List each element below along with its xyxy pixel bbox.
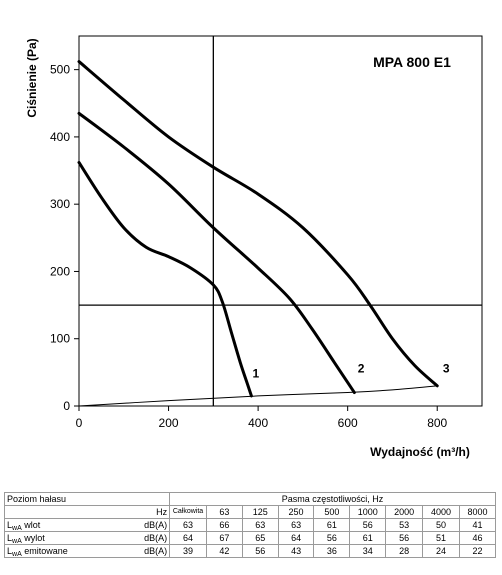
curve-label-3: 3 — [443, 361, 450, 375]
x-axis-ticks: 0 200 400 600 800 — [76, 406, 448, 430]
curve-labels: 1 2 3 — [253, 361, 450, 380]
row-value: 63 — [241, 518, 279, 532]
curve-label-1: 1 — [253, 367, 260, 381]
table-row: LwA wlot dB(A) 63 66 63 63 61 56 53 50 4… — [4, 518, 497, 532]
unit-hz: Hz — [115, 505, 171, 519]
row-value: 24 — [422, 544, 460, 558]
y-tick-label: 500 — [50, 63, 70, 77]
row-value: 34 — [349, 544, 387, 558]
row-value: 36 — [313, 544, 351, 558]
noise-level-table: Poziom hałasu Pasma częstotliwości, Hz H… — [3, 492, 497, 558]
x-tick-label: 200 — [159, 416, 179, 430]
row-value: 43 — [277, 544, 315, 558]
freq-header: 4000 — [422, 505, 460, 519]
freq-header: 125 — [241, 505, 279, 519]
row-value: 53 — [385, 518, 424, 532]
row-value: 56 — [349, 518, 387, 532]
empty-cell — [4, 505, 116, 519]
row-unit: dB(A) — [115, 531, 171, 545]
curves — [77, 60, 439, 407]
row-value: 64 — [277, 531, 315, 545]
row-unit: dB(A) — [115, 518, 171, 532]
row-label: LwA wylot — [4, 531, 116, 545]
y-tick-label: 0 — [63, 399, 70, 413]
fan-performance-chart: 0 200 400 600 800 0 100 200 300 400 500 1 2 3 MPA 8… — [25, 35, 483, 459]
x-axis-title: Wydajność (m³/h) — [370, 445, 470, 459]
freq-header: 250 — [277, 505, 315, 519]
row-value: 41 — [458, 518, 497, 532]
freq-header: 2000 — [385, 505, 424, 519]
table-freq-row: Hz Całkowita 63 125 250 500 1000 2000 40… — [4, 505, 497, 519]
curve-label-2: 2 — [358, 361, 365, 375]
row-value: 50 — [422, 518, 460, 532]
x-tick-label: 400 — [248, 416, 268, 430]
row-value: 66 — [206, 518, 243, 532]
row-value: 56 — [385, 531, 424, 545]
freq-header: 8000 — [458, 505, 497, 519]
row-value: 46 — [458, 531, 497, 545]
total-header: Całkowita — [169, 505, 207, 519]
row-value: 65 — [241, 531, 279, 545]
table-row: LwA wylot dB(A) 64 67 65 64 56 61 56 51 … — [4, 531, 497, 545]
grid-lines — [79, 36, 482, 406]
y-tick-label: 400 — [50, 130, 70, 144]
freq-header: 1000 — [349, 505, 387, 519]
fan-curve-2 — [77, 111, 356, 395]
row-value: 61 — [313, 518, 351, 532]
fan-curve-1 — [77, 160, 253, 398]
row-label: LwA emitowane — [4, 544, 116, 558]
system-curve-line — [78, 385, 438, 407]
x-tick-label: 600 — [338, 416, 358, 430]
fan-curve-3 — [77, 60, 439, 388]
row-total: 64 — [169, 531, 207, 545]
y-axis-title: Ciśnienie (Pa) — [25, 38, 39, 117]
row-total: 39 — [169, 544, 207, 558]
y-axis-ticks: 0 100 200 300 400 500 — [50, 63, 79, 413]
row-value: 61 — [349, 531, 387, 545]
row-total: 63 — [169, 518, 207, 532]
x-tick-label: 800 — [427, 416, 447, 430]
row-value: 63 — [277, 518, 315, 532]
freq-header: 63 — [206, 505, 243, 519]
freq-header: 500 — [313, 505, 351, 519]
row-value: 42 — [206, 544, 243, 558]
y-tick-label: 100 — [50, 332, 70, 346]
table-row: LwA emitowane dB(A) 39 42 56 43 36 34 28… — [4, 544, 497, 558]
y-tick-label: 300 — [50, 197, 70, 211]
row-label: LwA wlot — [4, 518, 116, 532]
row-value: 56 — [313, 531, 351, 545]
row-value: 51 — [422, 531, 460, 545]
row-value: 56 — [241, 544, 279, 558]
model-label: MPA 800 E1 — [373, 54, 451, 70]
table-title: Poziom hałasu — [3, 492, 171, 506]
plot-area — [78, 35, 483, 407]
y-tick-label: 200 — [50, 264, 70, 278]
row-value: 22 — [458, 544, 497, 558]
row-unit: dB(A) — [115, 544, 171, 558]
model-label-box — [356, 50, 468, 72]
bands-title: Pasma częstotliwości, Hz — [169, 492, 496, 506]
row-value: 67 — [206, 531, 243, 545]
x-tick-label: 0 — [76, 416, 83, 430]
table-header-row: Poziom hałasu Pasma częstotliwości, Hz — [3, 492, 496, 506]
row-value: 28 — [385, 544, 424, 558]
